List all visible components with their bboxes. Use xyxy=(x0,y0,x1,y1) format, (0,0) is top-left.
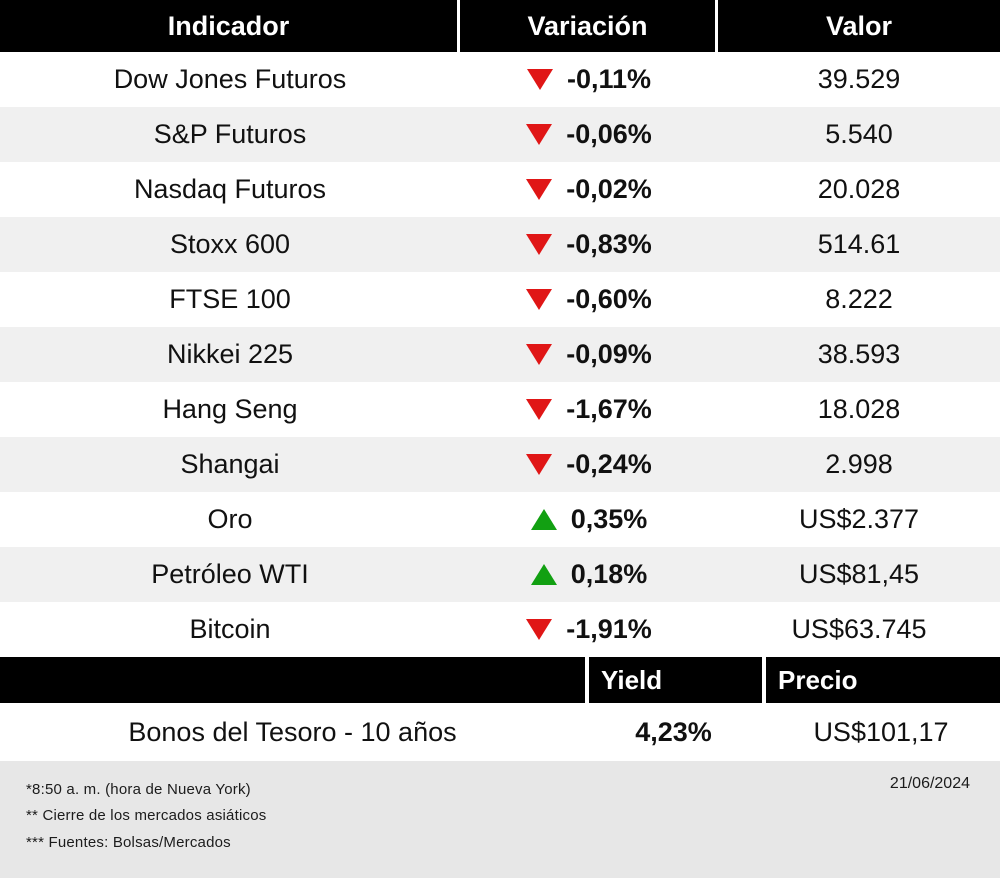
table-row: Oro 0,35% US$2.377 xyxy=(0,492,1000,547)
indicator-name: Bitcoin xyxy=(189,614,271,644)
variation-cell: -0,24% xyxy=(460,449,718,480)
indicator-value: US$63.745 xyxy=(791,614,927,644)
indicator-value: 5.540 xyxy=(825,119,893,149)
triangle-up-icon xyxy=(530,509,557,530)
variation-percent: -0,06% xyxy=(566,119,652,149)
table-row: Bitcoin -1,91% US$63.745 xyxy=(0,602,1000,657)
triangle-up-icon xyxy=(530,564,557,585)
triangle-down-icon xyxy=(526,69,553,90)
indicator-name: Nasdaq Futuros xyxy=(133,174,327,204)
header-variation: Variación xyxy=(460,0,718,52)
triangle-down-icon xyxy=(526,619,553,640)
table-header: Indicador Variación Valor xyxy=(0,0,1000,52)
footnote-asia-close: ** Cierre de los mercados asiáticos xyxy=(26,807,267,825)
indicator-value: 39.529 xyxy=(817,64,901,94)
table-body: Dow Jones Futuros -0,11% 39.529 S&P Futu… xyxy=(0,52,1000,657)
variation-cell: -0,02% xyxy=(460,174,718,205)
indicator-name: Nikkei 225 xyxy=(166,339,294,369)
indicator-value: 38.593 xyxy=(817,339,901,369)
variation-cell: -0,83% xyxy=(460,229,718,260)
variation-cell: 0,18% xyxy=(460,559,718,590)
table-row: Stoxx 600 -0,83% 514.61 xyxy=(0,217,1000,272)
indicator-value: 2.998 xyxy=(825,449,893,479)
triangle-down-icon xyxy=(526,289,553,310)
table-row: Nasdaq Futuros -0,02% 20.028 xyxy=(0,162,1000,217)
indicator-name: Dow Jones Futuros xyxy=(113,64,347,94)
variation-cell: 0,35% xyxy=(460,504,718,535)
variation-cell: -0,06% xyxy=(460,119,718,150)
indicator-name: Stoxx 600 xyxy=(169,229,291,259)
header-value: Valor xyxy=(825,10,893,41)
indicator-name: Petróleo WTI xyxy=(151,559,309,589)
variation-percent: -0,11% xyxy=(566,64,652,94)
indicator-name: Oro xyxy=(207,504,253,534)
variation-cell: -0,60% xyxy=(460,284,718,315)
variation-percent: -0,83% xyxy=(566,229,652,259)
table-row: Petróleo WTI 0,18% US$81,45 xyxy=(0,547,1000,602)
indicator-value: 514.61 xyxy=(817,229,901,259)
triangle-down-icon xyxy=(526,454,553,475)
indicator-name: FTSE 100 xyxy=(169,284,291,314)
triangle-down-icon xyxy=(526,234,553,255)
variation-percent: 0,18% xyxy=(570,559,648,589)
triangle-down-icon xyxy=(526,124,553,145)
bond-name: Bonos del Tesoro - 10 años xyxy=(128,716,457,747)
variation-cell: -1,91% xyxy=(460,614,718,645)
indicator-name: Shangai xyxy=(180,449,280,479)
indicator-value: US$2.377 xyxy=(798,504,920,534)
bond-price: US$101,17 xyxy=(813,716,949,747)
indicator-value: 18.028 xyxy=(817,394,901,424)
table-row: S&P Futuros -0,06% 5.540 xyxy=(0,107,1000,162)
triangle-down-icon xyxy=(526,179,553,200)
indicator-value: 20.028 xyxy=(817,174,901,204)
table-row: FTSE 100 -0,60% 8.222 xyxy=(0,272,1000,327)
indicator-value: 8.222 xyxy=(825,284,893,314)
bond-row: Bonos del Tesoro - 10 años 4,23% US$101,… xyxy=(0,703,1000,761)
variation-percent: -1,91% xyxy=(566,614,652,644)
indicator-name: S&P Futuros xyxy=(153,119,307,149)
footer: *8:50 a. m. (hora de Nueva York) ** Cier… xyxy=(0,761,1000,878)
date-label: 21/06/2024 xyxy=(889,775,970,792)
bond-yield: 4,23% xyxy=(635,716,712,747)
header-price: Precio xyxy=(762,657,1000,703)
triangle-down-icon xyxy=(526,399,553,420)
variation-percent: -0,02% xyxy=(566,174,652,204)
triangle-down-icon xyxy=(526,344,553,365)
variation-percent: -0,24% xyxy=(566,449,652,479)
indicator-value: US$81,45 xyxy=(798,559,920,589)
variation-percent: 0,35% xyxy=(570,504,648,534)
table-row: Shangai -0,24% 2.998 xyxy=(0,437,1000,492)
variation-percent: -1,67% xyxy=(566,394,652,424)
header-indicator: Indicador xyxy=(0,0,460,52)
variation-percent: -0,09% xyxy=(566,339,652,369)
header-yield: Yield xyxy=(585,657,762,703)
table-row: Nikkei 225 -0,09% 38.593 xyxy=(0,327,1000,382)
footnote-time: *8:50 a. m. (hora de Nueva York) xyxy=(26,781,251,798)
table-row: Hang Seng -1,67% 18.028 xyxy=(0,382,1000,437)
variation-cell: -0,09% xyxy=(460,339,718,370)
variation-cell: -0,11% xyxy=(460,64,718,95)
bond-table-header: Yield Precio xyxy=(0,657,1000,703)
footnote-sources: *** Fuentes: Bolsas/Mercados xyxy=(26,833,231,851)
variation-percent: -0,60% xyxy=(566,284,652,314)
variation-cell: -1,67% xyxy=(460,394,718,425)
table-row: Dow Jones Futuros -0,11% 39.529 xyxy=(0,52,1000,107)
indicator-name: Hang Seng xyxy=(162,394,298,424)
bond-header-spacer xyxy=(0,657,585,703)
